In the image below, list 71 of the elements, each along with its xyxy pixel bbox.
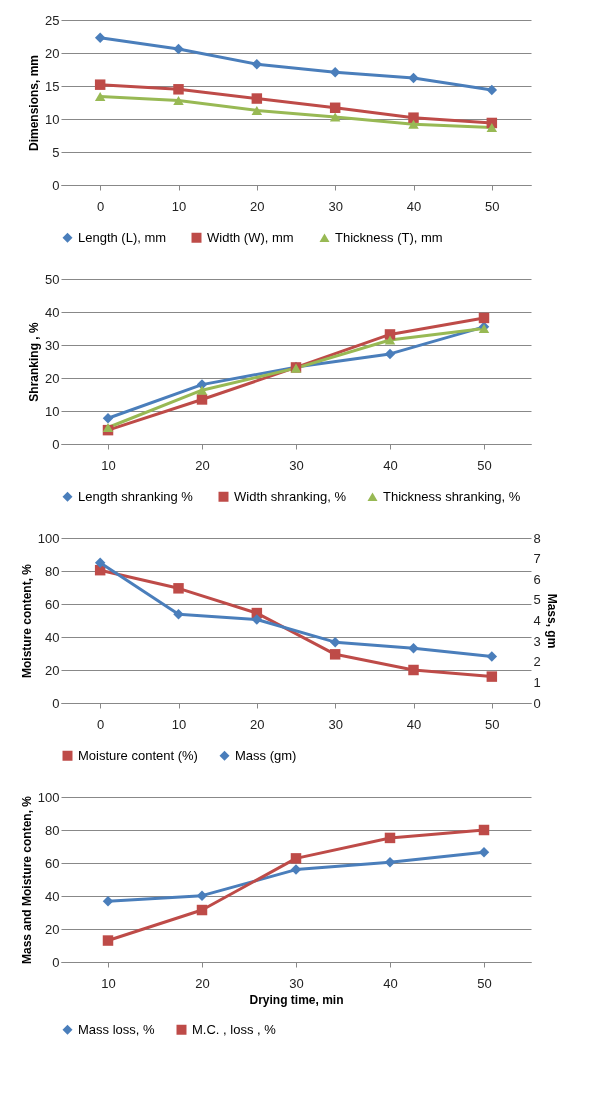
legend-label: Width shranking, % xyxy=(234,488,347,504)
x-tick-label: 10 xyxy=(101,975,116,991)
x-tick-label: 30 xyxy=(328,198,343,214)
y-tick-label: 40 xyxy=(45,888,60,904)
y-tick-label: 40 xyxy=(45,304,60,320)
y-tick-label: 20 xyxy=(45,662,60,678)
y-axis-title: Moisture content, % xyxy=(19,563,34,679)
x-tick-label: 10 xyxy=(101,457,116,473)
legend-label: Mass (gm) xyxy=(235,747,297,763)
x-tick-label: 30 xyxy=(328,716,343,732)
x-tick-label: 40 xyxy=(383,457,398,473)
x-tick-label: 10 xyxy=(171,198,187,214)
y-axis-title: Shranking , % xyxy=(27,322,42,402)
x-tick-label: 50 xyxy=(477,457,492,473)
y-tick-label: 0 xyxy=(52,954,60,970)
y2-axis-title: Mass, gm xyxy=(544,593,559,649)
x-tick-label: 20 xyxy=(195,975,210,991)
y2-tick-label: 4 xyxy=(533,613,541,628)
y-tick-label: 80 xyxy=(45,563,60,579)
y-tick-label: 30 xyxy=(45,337,60,353)
x-tick-label: 50 xyxy=(485,198,500,214)
x-tick-label: 10 xyxy=(171,716,187,732)
legend-label: Length (L), mm xyxy=(78,229,167,245)
x-tick-label: 50 xyxy=(477,975,492,991)
y-tick-label: 15 xyxy=(45,78,60,94)
y2-tick-label: 3 xyxy=(533,633,541,649)
legend-label: Mass loss, % xyxy=(78,1021,156,1037)
y2-tick-label: 7 xyxy=(533,551,541,567)
x-tick-label: 0 xyxy=(97,198,105,214)
y2-tick-label: 0 xyxy=(533,695,541,711)
legend-label: Thickness (T), mm xyxy=(335,229,443,245)
x-tick-label: 20 xyxy=(250,198,265,214)
y-tick-label: 60 xyxy=(45,596,60,612)
y-tick-label: 40 xyxy=(45,629,60,645)
legend-label: Thickness shranking, % xyxy=(383,488,521,504)
legend-label: M.C. , loss , % xyxy=(192,1021,277,1037)
legend-label: Length shranking % xyxy=(78,488,194,504)
y-tick-label: 0 xyxy=(52,695,60,711)
legend-label: Width (W), mm xyxy=(207,229,294,245)
x-tick-label: 0 xyxy=(97,716,105,732)
y-tick-label: 100 xyxy=(37,530,60,546)
x-tick-label: 20 xyxy=(195,457,210,473)
y-tick-label: 20 xyxy=(45,45,60,61)
x-tick-label: 50 xyxy=(485,716,500,732)
x-tick-label: 40 xyxy=(406,198,422,214)
x-tick-label: 20 xyxy=(250,716,265,732)
y-tick-label: 25 xyxy=(45,12,60,28)
y2-tick-label: 2 xyxy=(533,654,541,670)
y2-tick-label: 6 xyxy=(533,571,541,587)
x-tick-label: 30 xyxy=(289,457,304,473)
y-tick-label: 10 xyxy=(45,403,60,419)
y-tick-label: 10 xyxy=(45,111,60,127)
y-tick-label: 5 xyxy=(52,144,60,160)
y2-tick-label: 8 xyxy=(533,530,541,546)
y-tick-label: 20 xyxy=(45,921,60,937)
x-tick-label: 40 xyxy=(383,975,398,991)
y-tick-label: 60 xyxy=(45,855,60,871)
y-axis-title: Mass and Moisture conten, % xyxy=(19,795,34,965)
y-axis-title: Dimensions, mm xyxy=(27,54,42,152)
y2-tick-label: 1 xyxy=(533,674,541,690)
x-tick-label: 40 xyxy=(406,716,422,732)
y-tick-label: 0 xyxy=(52,177,60,193)
y2-tick-label: 5 xyxy=(533,592,541,608)
y-tick-label: 100 xyxy=(37,789,60,805)
legend-label: Moisture content (%) xyxy=(78,747,198,763)
y-tick-label: 20 xyxy=(45,370,60,386)
x-tick-label: 30 xyxy=(289,975,304,991)
y-tick-label: 50 xyxy=(45,271,60,287)
x-axis-title: Drying time, min xyxy=(249,992,344,1007)
y-tick-label: 0 xyxy=(52,436,60,452)
y-tick-label: 80 xyxy=(45,822,60,838)
